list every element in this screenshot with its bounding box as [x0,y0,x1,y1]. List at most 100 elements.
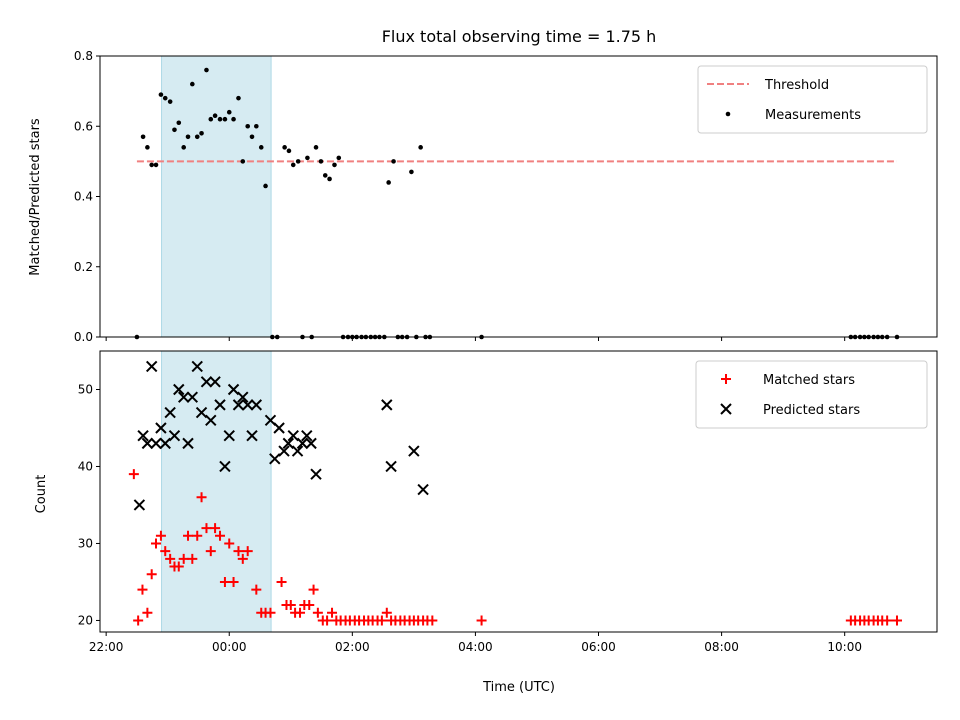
data-point [223,429,235,442]
data-point [305,155,310,161]
x-tick-label: 10:00 [827,640,862,654]
data-point [196,492,207,503]
x-tick-label: 04:00 [458,640,493,654]
data-point [296,437,309,450]
data-point [173,561,184,572]
data-point [336,155,342,161]
legend: Matched stars Predicted stars [695,360,928,429]
data-point [310,468,322,480]
series-measurements [134,67,900,340]
observing-window-span [161,55,272,338]
data-point [237,391,249,403]
data-point [137,429,149,442]
data-point [205,414,217,426]
data-point [318,159,324,164]
data-point [278,445,290,457]
data-point [240,159,246,164]
data-point [273,422,285,434]
data-point [322,173,328,178]
data-point [192,530,203,541]
data-point [177,391,190,403]
data-point [285,600,296,611]
data-point [376,615,387,626]
data-point [276,576,287,587]
data-point [133,615,144,626]
x-tick-label: 06:00 [581,640,616,654]
axes-frame [99,350,938,633]
x-tick-label: 22:00 [89,640,124,654]
data-point [133,499,146,511]
data-point [427,615,438,626]
data-point [265,607,276,618]
data-point [295,607,306,618]
data-point [190,81,195,87]
chart-title: Flux total observing time = 1.75 h [382,27,657,46]
y-tick-label: 0.4 [74,190,93,204]
legend-plus-swatch [721,374,731,384]
legend: Threshold Measurements [697,65,928,134]
data-point [386,180,391,185]
data-point [304,600,315,611]
y-axis-label-count: Count [34,475,49,514]
data-point [145,360,158,373]
data-point [322,615,333,626]
y-tick-label: 0.0 [74,330,93,344]
data-point [312,607,323,618]
y-tick-label: 40 [78,459,93,473]
data-point [327,607,338,618]
data-point [381,399,393,411]
data-point [282,145,287,150]
data-point [145,145,150,150]
data-point [219,576,230,587]
data-point [167,99,173,104]
data-point [162,95,168,101]
data-point [204,67,209,73]
x-tick-label: 08:00 [704,640,739,654]
data-point [155,422,167,434]
data-point [149,162,154,168]
data-point [214,399,226,411]
data-point [195,406,208,419]
data-point [210,523,221,534]
data-point [236,95,241,101]
data-point [200,376,213,388]
data-point [181,145,186,150]
data-point [224,538,235,549]
data-point [209,376,221,388]
data-point [142,607,153,618]
data-point [269,453,281,465]
data-point [215,530,226,541]
legend-frame [697,65,928,134]
data-point [882,615,893,626]
data-point [205,546,216,557]
data-point [250,399,263,411]
data-point [160,546,171,557]
data-point [246,429,258,442]
data-point [164,406,176,419]
data-point [287,429,299,442]
data-point [476,615,487,626]
data-point [172,127,177,133]
data-point [176,120,182,126]
data-point [146,569,157,580]
data-point [187,553,198,564]
data-point [155,530,166,541]
legend-label: Matched stars [763,373,855,388]
data-point [128,469,139,480]
data-point [251,584,262,595]
x-tick-label: 02:00 [335,640,370,654]
data-point [199,130,204,136]
data-point [301,429,313,442]
data-point [141,437,154,450]
legend-label: Measurements [765,108,861,123]
data-point [237,553,248,564]
data-point [231,116,236,122]
y-tick-label: 30 [78,536,93,550]
legend-label: Predicted stars [763,403,860,418]
data-point [217,116,223,122]
data-point [186,391,199,403]
data-point [137,584,148,595]
data-point [168,429,181,442]
data-point [165,553,176,564]
data-point [208,116,214,122]
